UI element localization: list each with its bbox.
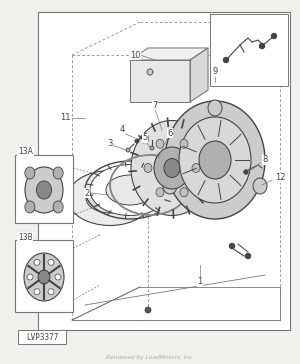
Ellipse shape — [163, 178, 177, 194]
Circle shape — [150, 146, 154, 150]
Circle shape — [48, 289, 54, 295]
Ellipse shape — [24, 253, 64, 301]
Circle shape — [230, 244, 235, 249]
Bar — [130, 60, 190, 102]
Ellipse shape — [165, 101, 265, 219]
Text: 6: 6 — [167, 128, 173, 138]
Circle shape — [145, 307, 151, 313]
Circle shape — [244, 170, 248, 174]
Text: 12: 12 — [275, 174, 286, 182]
Ellipse shape — [90, 165, 170, 215]
Text: 11: 11 — [60, 114, 70, 123]
Text: 5: 5 — [142, 134, 148, 142]
Ellipse shape — [156, 139, 164, 148]
Ellipse shape — [25, 201, 35, 213]
Text: 8: 8 — [262, 155, 268, 165]
Circle shape — [245, 253, 250, 258]
Ellipse shape — [25, 167, 35, 179]
Circle shape — [135, 139, 139, 143]
Circle shape — [27, 274, 33, 280]
Text: 3: 3 — [107, 138, 113, 147]
Text: 9: 9 — [212, 67, 217, 76]
Ellipse shape — [37, 181, 52, 199]
Ellipse shape — [86, 183, 134, 213]
Text: 7: 7 — [152, 100, 158, 110]
Bar — [15, 155, 73, 223]
Ellipse shape — [144, 163, 152, 173]
Circle shape — [34, 289, 40, 295]
Ellipse shape — [53, 201, 63, 213]
Ellipse shape — [53, 167, 63, 179]
Ellipse shape — [25, 167, 63, 213]
Bar — [210, 14, 288, 86]
Text: 1: 1 — [197, 277, 202, 286]
Ellipse shape — [199, 141, 231, 179]
Ellipse shape — [156, 188, 164, 197]
Bar — [15, 240, 73, 312]
Polygon shape — [130, 48, 208, 60]
Polygon shape — [190, 48, 208, 102]
Circle shape — [224, 58, 229, 63]
Circle shape — [48, 259, 54, 265]
Circle shape — [147, 69, 153, 75]
Text: 10: 10 — [130, 51, 140, 59]
Circle shape — [272, 33, 277, 39]
Circle shape — [260, 44, 265, 48]
Ellipse shape — [179, 117, 251, 203]
Text: 2: 2 — [84, 189, 90, 198]
Bar — [18, 330, 66, 344]
Ellipse shape — [180, 188, 188, 197]
Bar — [38, 12, 290, 330]
Ellipse shape — [106, 175, 154, 205]
Ellipse shape — [68, 170, 152, 226]
Text: 13B: 13B — [18, 233, 33, 241]
Ellipse shape — [131, 120, 213, 215]
Circle shape — [126, 148, 130, 152]
Ellipse shape — [154, 147, 190, 189]
Text: LVP3377: LVP3377 — [26, 332, 58, 341]
Text: 13A: 13A — [18, 147, 33, 157]
Ellipse shape — [180, 139, 188, 148]
Circle shape — [34, 259, 40, 265]
Text: Rendered by LeadMotors, Inc.: Rendered by LeadMotors, Inc. — [106, 355, 194, 360]
Text: 4: 4 — [119, 126, 124, 135]
Ellipse shape — [253, 178, 267, 194]
Ellipse shape — [38, 270, 50, 284]
Ellipse shape — [208, 100, 222, 116]
Ellipse shape — [164, 158, 180, 178]
Circle shape — [55, 274, 61, 280]
Ellipse shape — [192, 163, 200, 173]
